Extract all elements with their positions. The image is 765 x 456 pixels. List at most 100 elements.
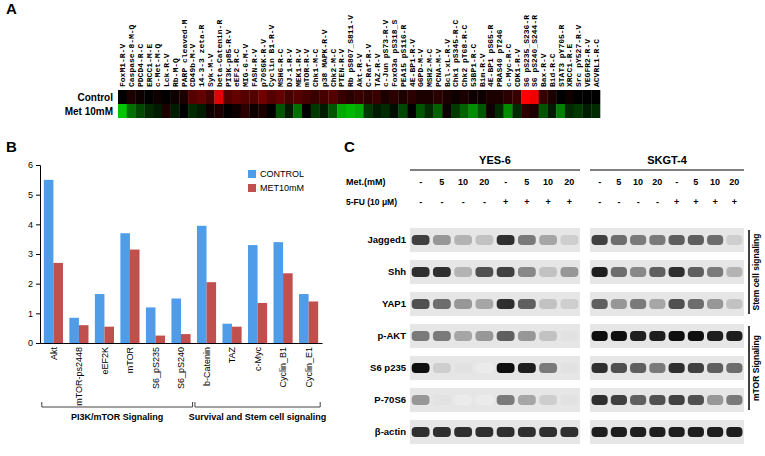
cell xyxy=(267,90,276,104)
panel-label: C xyxy=(344,138,355,155)
band xyxy=(726,363,742,373)
legend-label: CONTROL xyxy=(260,169,304,179)
cell xyxy=(539,90,548,104)
blot-strip xyxy=(590,420,744,444)
band xyxy=(726,267,742,277)
band xyxy=(611,395,627,405)
column-label: FoxO3a pS318_S xyxy=(390,20,399,87)
band xyxy=(592,395,608,405)
bars xyxy=(44,180,318,343)
band xyxy=(412,427,430,437)
tick: mTOR xyxy=(125,343,135,373)
cell xyxy=(188,90,197,104)
cell xyxy=(565,104,574,118)
band xyxy=(412,331,430,341)
band xyxy=(688,363,704,373)
row-label: Control xyxy=(77,92,113,103)
cell-line: SKGT-4 xyxy=(647,154,688,166)
blot-strip xyxy=(410,420,580,444)
column-label: Akt-R-V xyxy=(355,53,364,87)
band xyxy=(592,331,608,341)
cell xyxy=(136,104,145,118)
tick-label: mTOR-ps2448 xyxy=(74,347,84,406)
tick-label: 5 xyxy=(28,190,33,200)
column-label: TAZ-R-V xyxy=(373,53,382,87)
cell xyxy=(258,104,267,118)
cell xyxy=(267,104,276,118)
treatment: + xyxy=(732,197,737,207)
column-label: Bim-R-V xyxy=(478,53,487,87)
band xyxy=(539,267,557,277)
cell xyxy=(477,90,486,104)
column-label: MEK1-R-V xyxy=(294,48,303,87)
dose: - xyxy=(504,177,507,187)
tick-label: c-Myc xyxy=(253,347,263,371)
treatment: - xyxy=(483,197,486,207)
blot-strip xyxy=(410,356,580,380)
cell xyxy=(574,104,583,118)
column-label: c-Jun pS73-R-V xyxy=(381,20,390,87)
group-label: mTOR Signaling xyxy=(751,335,761,401)
column-label: MSH6-R-C xyxy=(276,48,285,87)
cell xyxy=(582,90,591,104)
tick: Cyclin_B1 xyxy=(278,343,288,388)
cell xyxy=(398,104,407,118)
tick: eEF2K xyxy=(100,343,110,375)
band xyxy=(611,427,627,437)
band xyxy=(669,299,685,309)
cell xyxy=(381,104,390,118)
band xyxy=(688,395,704,405)
tick: 0 xyxy=(28,338,40,348)
column-label: Lck-R-V xyxy=(162,53,171,87)
protein-label: Jagged1 xyxy=(367,234,406,245)
bar xyxy=(79,325,89,343)
cell xyxy=(241,90,250,104)
band xyxy=(649,427,665,437)
column-label: G6PD-M-V xyxy=(416,48,425,87)
cell xyxy=(249,104,258,118)
cell xyxy=(118,104,127,118)
cell xyxy=(311,90,320,104)
tick-label: 1 xyxy=(28,309,33,319)
band xyxy=(611,331,627,341)
cell xyxy=(328,104,337,118)
band xyxy=(539,427,557,437)
bar xyxy=(299,294,309,343)
tick: S6_pS240 xyxy=(176,343,186,389)
cell xyxy=(337,90,346,104)
band xyxy=(539,235,557,245)
cell xyxy=(407,104,416,118)
legend-swatch xyxy=(248,170,256,178)
treatment: - xyxy=(617,197,620,207)
column-label: c-Myc-R-C xyxy=(504,44,513,87)
band xyxy=(539,395,557,405)
tick-label: Akt xyxy=(49,347,59,361)
tick-label: 0 xyxy=(28,338,33,348)
treatment: - xyxy=(440,197,443,207)
cell xyxy=(486,90,495,104)
bar xyxy=(248,245,258,343)
blot-strip xyxy=(410,260,580,284)
cell xyxy=(591,104,600,118)
cell xyxy=(232,104,241,118)
band xyxy=(611,299,627,309)
column-label: XRCC1-R-E xyxy=(565,44,574,87)
cell xyxy=(556,90,565,104)
cell xyxy=(390,90,399,104)
bar xyxy=(120,233,130,343)
band xyxy=(412,267,430,277)
cell xyxy=(285,104,294,118)
header-rule xyxy=(410,170,580,171)
row-label: Met 10mM xyxy=(65,106,113,117)
band xyxy=(518,235,536,245)
cell xyxy=(223,90,232,104)
group-bracket xyxy=(195,402,320,407)
column-label: Syk-M-V xyxy=(206,53,215,87)
tick-label: S6_pS235 xyxy=(151,347,161,389)
dose: 10 xyxy=(543,177,553,187)
cell xyxy=(355,90,364,104)
column-label: Caspase-8-M-Q xyxy=(127,24,136,87)
band xyxy=(475,299,493,309)
band xyxy=(630,395,646,405)
cell xyxy=(530,90,539,104)
